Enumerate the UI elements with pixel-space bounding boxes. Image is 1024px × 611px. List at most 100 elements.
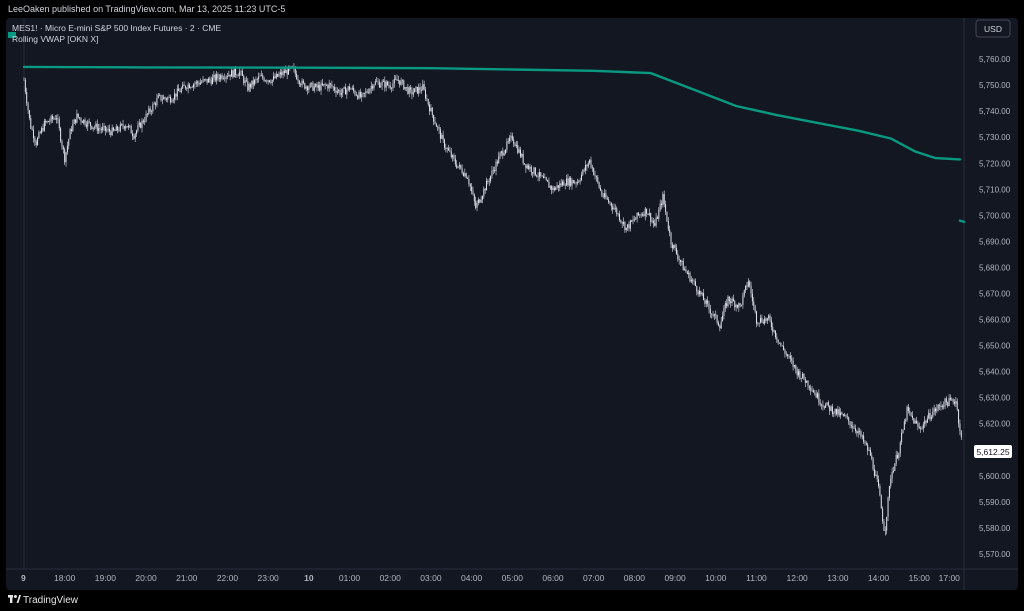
candle-body bbox=[906, 406, 908, 421]
candle-body bbox=[30, 117, 32, 129]
candle-body bbox=[142, 120, 144, 123]
candle-body bbox=[808, 386, 810, 388]
candle-body bbox=[517, 144, 519, 153]
candle-body bbox=[818, 393, 820, 403]
candle-body bbox=[682, 260, 684, 271]
time-tick-label: 01:00 bbox=[339, 573, 361, 583]
candle-body bbox=[571, 180, 573, 186]
chart-grid bbox=[6, 18, 1018, 590]
candle-body bbox=[761, 317, 763, 322]
candle-body bbox=[473, 194, 475, 202]
candle-body bbox=[949, 397, 951, 400]
candle-body bbox=[480, 199, 482, 203]
candle-body bbox=[153, 103, 155, 105]
candle-body bbox=[26, 91, 28, 104]
candle-body bbox=[557, 185, 559, 188]
candle-body bbox=[951, 399, 953, 400]
price-tick-label: 5,650.00 bbox=[979, 342, 1011, 351]
candle-body bbox=[103, 125, 105, 128]
candle-body bbox=[850, 425, 852, 427]
candle-body bbox=[358, 91, 360, 99]
chart-frame[interactable]: 5,770.005,760.005,750.005,740.005,730.00… bbox=[6, 18, 1018, 590]
candle-body bbox=[731, 298, 733, 303]
candle-body bbox=[199, 82, 201, 85]
candle-body bbox=[283, 70, 285, 73]
price-tick-label: 5,760.00 bbox=[979, 55, 1011, 64]
candle-body bbox=[304, 83, 306, 89]
candle-body bbox=[905, 420, 907, 422]
time-tick-label: 9 bbox=[21, 573, 26, 583]
candle-body bbox=[171, 101, 173, 103]
candle-body bbox=[450, 151, 452, 158]
candle-body bbox=[617, 213, 619, 215]
candle-body bbox=[184, 85, 186, 89]
candle-body bbox=[278, 74, 280, 77]
candle-body bbox=[841, 412, 843, 414]
candle-body bbox=[887, 497, 889, 517]
candle-body bbox=[686, 271, 688, 274]
candle-body bbox=[538, 172, 540, 177]
candle-body bbox=[876, 474, 878, 480]
candle-body bbox=[844, 415, 846, 416]
candle-body bbox=[325, 85, 327, 86]
current-price-tag: 5,612.25 bbox=[974, 445, 1012, 458]
candle-body bbox=[320, 83, 322, 91]
time-tick-label: 05:00 bbox=[502, 573, 524, 583]
candle-body bbox=[556, 185, 558, 188]
candle-body bbox=[610, 202, 612, 207]
candle-body bbox=[947, 402, 949, 406]
time-tick-label: 06:00 bbox=[542, 573, 564, 583]
candle-body bbox=[604, 193, 606, 197]
candle-body bbox=[620, 220, 622, 222]
candle-body bbox=[624, 221, 626, 231]
candle-body bbox=[60, 128, 62, 142]
candle-body bbox=[770, 320, 772, 328]
time-axis[interactable]: 9 18:00 19:00 20:00 21:00 22:00 23:00 10 01:00 02… bbox=[21, 573, 960, 583]
candle-body bbox=[681, 260, 683, 262]
candle-body bbox=[51, 116, 53, 120]
candle-body bbox=[705, 300, 707, 304]
candle-body bbox=[941, 405, 943, 408]
candle-body bbox=[87, 121, 89, 127]
candle-body bbox=[397, 80, 399, 81]
candle-body bbox=[54, 118, 56, 120]
candle-body bbox=[583, 169, 585, 171]
price-tick-label: 5,620.00 bbox=[979, 420, 1011, 429]
candle-body bbox=[70, 129, 72, 131]
candle-body bbox=[666, 211, 668, 222]
candle-body bbox=[465, 173, 467, 179]
candle-body bbox=[690, 279, 692, 282]
candle-body bbox=[176, 88, 178, 97]
candle-body bbox=[582, 169, 584, 175]
footer-bar: TradingView bbox=[0, 590, 1024, 611]
candle-body bbox=[914, 420, 916, 424]
candle-body bbox=[678, 259, 680, 261]
candle-body bbox=[72, 123, 74, 131]
candle-body bbox=[880, 495, 882, 509]
candle-body bbox=[544, 177, 546, 179]
candle-body bbox=[852, 426, 854, 429]
candle-body bbox=[122, 124, 124, 127]
candle-body bbox=[37, 137, 39, 146]
candle-body bbox=[505, 149, 507, 154]
candle-body bbox=[886, 516, 888, 531]
price-tick-label: 5,680.00 bbox=[979, 263, 1011, 272]
candle-body bbox=[167, 97, 169, 100]
candle-body bbox=[567, 178, 569, 186]
price-axis[interactable]: 5,770.005,760.005,750.005,740.005,730.00… bbox=[979, 29, 1011, 559]
candle-body bbox=[585, 164, 587, 171]
candle-body bbox=[488, 181, 490, 182]
currency-button[interactable]: USD bbox=[975, 19, 1011, 38]
candle-body bbox=[570, 177, 572, 186]
price-chart[interactable]: 5,770.005,760.005,750.005,740.005,730.00… bbox=[6, 18, 1018, 590]
candle-body bbox=[902, 429, 904, 433]
indicator-icon bbox=[8, 32, 16, 38]
candle-body bbox=[221, 75, 223, 79]
candle-body bbox=[659, 203, 661, 210]
candle-body bbox=[578, 181, 580, 183]
time-tick-label: 21:00 bbox=[176, 573, 198, 583]
candle-body bbox=[692, 279, 694, 281]
candle-body bbox=[806, 380, 808, 383]
candle-body bbox=[830, 406, 832, 411]
candle-body bbox=[355, 94, 357, 96]
